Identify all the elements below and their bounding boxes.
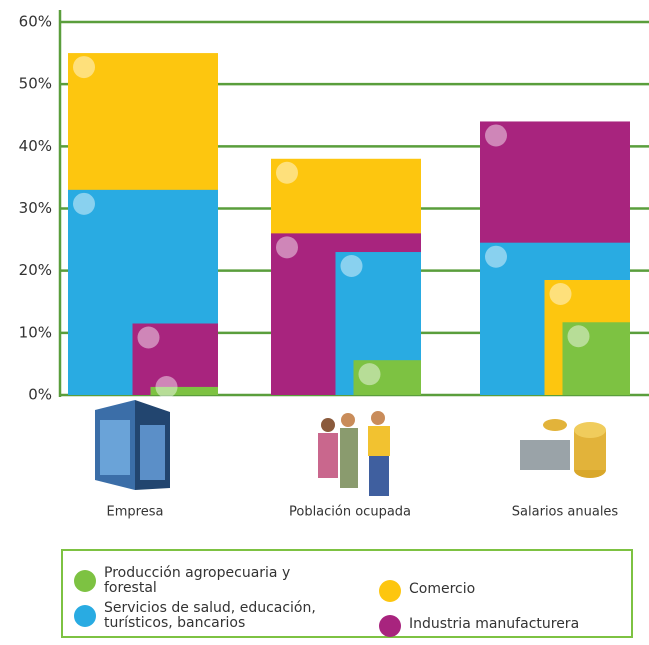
- bar-icon: [358, 363, 381, 386]
- legend-label: Industria manufacturera: [409, 616, 580, 632]
- y-tick-label: 40%: [19, 137, 52, 155]
- bar-icon: [73, 56, 95, 79]
- bar-icon: [276, 236, 298, 259]
- bar-icon: [549, 282, 572, 305]
- bar-icon: [340, 255, 363, 278]
- legend-icon: [74, 605, 96, 627]
- bar-icon: [485, 124, 507, 147]
- legend-label: Comercio: [409, 581, 476, 597]
- legend-icon: [74, 570, 96, 592]
- bar-icon: [276, 161, 298, 184]
- bar-icon: [73, 192, 95, 215]
- x-tick-label: Empresa: [107, 505, 164, 520]
- legend-icon: [379, 615, 401, 637]
- x-tick-label: Salarios anuales: [512, 505, 619, 520]
- bar-icon: [137, 326, 160, 349]
- building-illustration: [95, 400, 170, 490]
- bar-icon: [155, 376, 178, 398]
- y-tick-label: 0%: [28, 386, 52, 404]
- y-tick-label: 30%: [19, 199, 52, 217]
- bar: [132, 323, 218, 395]
- y-tick-label: 20%: [19, 261, 52, 279]
- bar-icon: [485, 245, 507, 268]
- y-tick-label: 60%: [19, 13, 52, 31]
- bar: [353, 360, 421, 395]
- x-tick-label: Población ocupada: [289, 505, 411, 520]
- legend-box: [61, 549, 633, 638]
- y-tick-label: 50%: [19, 75, 52, 93]
- people-illustration: [318, 411, 390, 496]
- bar-icon: [567, 325, 590, 348]
- legend-icon: [379, 580, 401, 602]
- legend-label: Producción agropecuaria y forestal: [104, 565, 291, 596]
- coins-illustration: [520, 419, 606, 478]
- y-tick-label: 10%: [19, 323, 52, 341]
- bar: [150, 386, 218, 395]
- legend-label: Servicios de salud, educación, turístico…: [104, 600, 316, 631]
- bar: [562, 322, 630, 395]
